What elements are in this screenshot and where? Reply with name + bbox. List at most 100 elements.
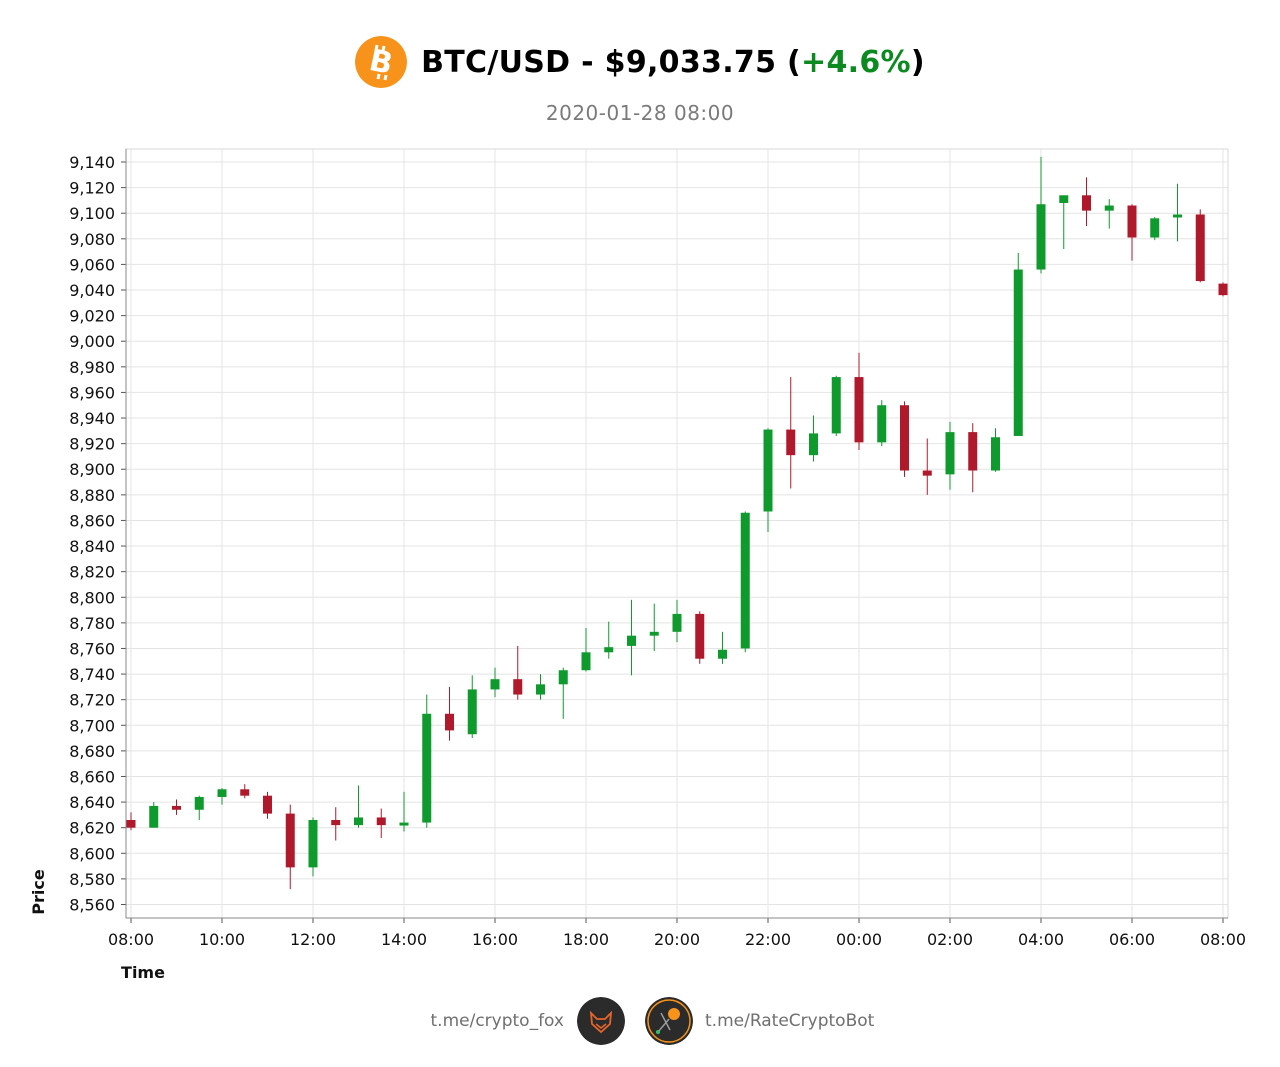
- y-tick-label: 9,000: [69, 332, 115, 351]
- y-tick-label: 8,640: [69, 793, 115, 812]
- candle-body: [376, 817, 386, 826]
- x-tick-label: 22:00: [745, 930, 791, 949]
- candle-body: [627, 635, 636, 646]
- candle-body: [1195, 214, 1205, 282]
- ratecryptobot-link[interactable]: t.me/RateCryptoBot: [705, 1011, 875, 1031]
- x-tick-label: 10:00: [199, 930, 245, 949]
- fox-logo-icon[interactable]: [577, 997, 625, 1045]
- candle-body: [695, 613, 705, 659]
- candle-body: [1036, 204, 1046, 270]
- x-tick-label: 20:00: [654, 930, 700, 949]
- candle-body: [945, 432, 955, 475]
- y-tick-label: 8,840: [69, 537, 115, 556]
- y-tick-label: 8,760: [69, 639, 115, 658]
- chart-header: B BTC/USD - $9,033.75 (+4.6%): [0, 36, 1280, 92]
- x-tick-label: 08:00: [1200, 930, 1246, 949]
- title-row: B BTC/USD - $9,033.75 (+4.6%): [355, 36, 925, 88]
- y-tick-label: 8,620: [69, 819, 115, 838]
- y-tick-label: 8,580: [69, 870, 115, 889]
- x-tick-label: 02:00: [927, 930, 973, 949]
- x-tick-label: 08:00: [108, 930, 154, 949]
- candle-body: [740, 512, 750, 649]
- candle-body: [194, 796, 204, 810]
- candle-body: [718, 649, 727, 659]
- x-tick-label: 14:00: [381, 930, 427, 949]
- y-tick-label: 8,780: [69, 614, 115, 633]
- bitcoin-icon: B: [355, 36, 408, 88]
- candle-body: [513, 679, 523, 695]
- candle-body: [786, 429, 796, 456]
- candle-body: [149, 805, 159, 828]
- candle-body: [217, 789, 227, 797]
- candle-body: [763, 429, 773, 512]
- candle-body: [1059, 195, 1069, 203]
- chart-title: BTC/USD - $9,033.75 (+4.6%): [421, 44, 925, 80]
- candle-body: [854, 377, 864, 443]
- ratecryptobot-logo-icon[interactable]: [645, 997, 693, 1045]
- y-tick-label: 9,060: [69, 255, 115, 274]
- candle-body: [831, 377, 841, 434]
- candle-body: [445, 713, 454, 731]
- y-tick-label: 8,920: [69, 435, 115, 454]
- candlestick-chart: 8,560 8,580 8,600 8,620 8,640 8,660 8,680 8,700…: [29, 148, 1246, 982]
- x-tick-label: 18:00: [563, 930, 609, 949]
- candle-body: [126, 820, 136, 828]
- y-tick-label: 8,880: [69, 486, 115, 505]
- y-tick-label: 8,860: [69, 511, 115, 530]
- y-tick-label: 9,100: [69, 204, 115, 223]
- candle-body: [536, 684, 545, 695]
- y-tick-label: 8,740: [69, 665, 115, 684]
- y-tick-label: 8,940: [69, 409, 115, 428]
- candle-body: [672, 613, 682, 632]
- current-price: $9,033.75: [604, 44, 777, 80]
- x-tick-label: 12:00: [290, 930, 336, 949]
- y-tick-label: 8,680: [69, 742, 115, 761]
- y-tick-label: 9,040: [69, 281, 115, 300]
- y-tick-label: 9,020: [69, 307, 115, 326]
- y-tick-label: 8,900: [69, 460, 115, 479]
- candle-body: [604, 647, 614, 653]
- x-tick-label: 00:00: [836, 930, 882, 949]
- y-axis-label: Price: [29, 869, 48, 915]
- candle-body: [1173, 214, 1182, 218]
- candle-body: [490, 679, 500, 690]
- title-separator: -: [581, 44, 594, 80]
- candle-body: [1082, 195, 1091, 211]
- x-tick-label: 16:00: [472, 930, 518, 949]
- y-tick-label: 8,560: [69, 896, 115, 915]
- candle-body: [422, 713, 432, 823]
- candle-body: [968, 432, 978, 471]
- y-tick-label: 8,600: [69, 844, 115, 863]
- candle-body: [263, 795, 272, 814]
- crypto-fox-link[interactable]: t.me/crypto_fox: [430, 1011, 565, 1031]
- y-tick-label: 9,120: [69, 179, 115, 198]
- x-tick-label: 06:00: [1109, 930, 1155, 949]
- candle-body: [467, 689, 477, 735]
- candle-body: [308, 820, 318, 868]
- y-tick-label: 8,960: [69, 383, 115, 402]
- price-change: +4.6%: [801, 44, 911, 80]
- candle-body: [809, 433, 818, 456]
- chart-timestamp: 2020-01-28 08:00: [545, 101, 735, 125]
- candle-body: [558, 670, 568, 685]
- candle-body: [922, 470, 932, 476]
- candle-body: [1127, 205, 1137, 238]
- candle-body: [285, 813, 295, 868]
- candle-body: [877, 405, 887, 443]
- x-axis-label: Time: [121, 963, 165, 982]
- y-tick-label: 8,800: [69, 588, 115, 607]
- candle-body: [172, 805, 181, 810]
- candle-body: [399, 822, 409, 826]
- candle-body: [240, 789, 250, 796]
- candle-body: [1104, 205, 1114, 211]
- y-tick-label: 8,700: [69, 716, 115, 735]
- y-tick-label: 8,980: [69, 358, 115, 377]
- footer: t.me/crypto_fox t.me/RateCryptoBot: [0, 997, 1280, 1047]
- candle-body: [900, 405, 909, 471]
- candle-body: [354, 817, 363, 826]
- y-tick-label: 8,720: [69, 691, 115, 710]
- candle-body: [649, 631, 659, 636]
- candle-body: [1218, 283, 1228, 296]
- candle-body: [331, 820, 341, 826]
- y-tick-label: 8,820: [69, 563, 115, 582]
